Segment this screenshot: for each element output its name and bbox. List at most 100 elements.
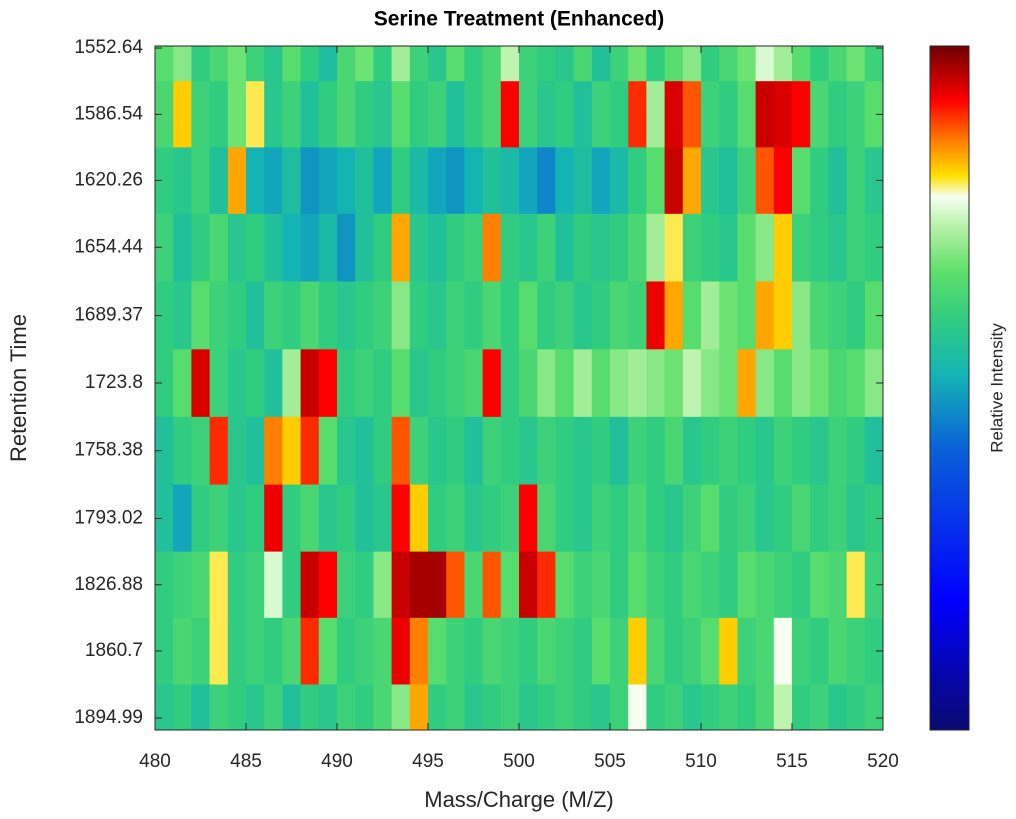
heatmap-cell [682, 617, 702, 685]
heatmap-cell [246, 213, 265, 282]
heatmap-cell [664, 46, 684, 82]
heatmap-cell [646, 147, 666, 215]
heatmap-cell [701, 46, 720, 82]
heatmap-cell [227, 684, 247, 731]
heatmap-cell [209, 416, 229, 486]
heatmap-cell [428, 213, 447, 282]
heatmap-cell [355, 551, 374, 619]
heatmap-cell [482, 349, 502, 418]
heatmap-cell [846, 684, 866, 731]
heatmap-cell [719, 349, 738, 418]
heatmap-cell [519, 551, 538, 619]
heatmap-cell [555, 81, 575, 148]
heatmap-cell [318, 349, 338, 418]
heatmap-cell [446, 349, 465, 418]
heatmap-cell [555, 213, 575, 282]
heatmap-cell [610, 46, 629, 82]
heatmap-cell [373, 684, 393, 731]
heatmap-cell [227, 416, 247, 486]
heatmap-cell [428, 281, 447, 350]
heatmap-cell [300, 416, 320, 486]
heatmap-cell [610, 213, 629, 282]
heatmap-cell [537, 416, 556, 486]
heatmap-cell [191, 46, 211, 82]
heatmap-cell [409, 81, 429, 148]
heatmap-cell [300, 46, 320, 82]
heatmap-cell [664, 617, 684, 685]
heatmap-cell [355, 416, 374, 486]
heatmap-cell [428, 349, 447, 418]
heatmap-cell [828, 281, 848, 350]
heatmap-cell [591, 81, 611, 148]
heatmap-cell [755, 81, 775, 148]
heatmap-cell [755, 551, 775, 619]
heatmap-cell [337, 684, 356, 731]
heatmap-cell [428, 684, 447, 731]
heatmap-cell [864, 349, 884, 418]
heatmap-cell [155, 46, 174, 82]
heatmap-cell [628, 416, 647, 486]
heatmap-cell [628, 281, 647, 350]
heatmap-cell [646, 684, 666, 731]
heatmap-cell [409, 416, 429, 486]
heatmap-cell [555, 617, 575, 685]
heatmap-cell [391, 551, 411, 619]
heatmap-cell [755, 684, 775, 731]
heatmap-cell [828, 551, 848, 619]
heatmap-cell [810, 349, 829, 418]
heatmap-cell [646, 416, 666, 486]
heatmap-cell [337, 147, 356, 215]
heatmap-cell [519, 484, 538, 553]
heatmap-cell [209, 484, 229, 553]
heatmap-cell [701, 551, 720, 619]
heatmap-cell [482, 281, 502, 350]
heatmap-cell [591, 281, 611, 350]
heatmap-cell [519, 147, 538, 215]
heatmap-cell [246, 81, 265, 148]
heatmap-cell [264, 617, 283, 685]
heatmap-cell [591, 617, 611, 685]
heatmap-cell [391, 484, 411, 553]
y-tick-label: 1860.7 [85, 640, 143, 661]
heatmap-cell [828, 349, 848, 418]
heatmap-cell [173, 281, 192, 350]
heatmap-cell [355, 81, 374, 148]
heatmap-cell [846, 46, 866, 82]
heatmap-cell [482, 46, 502, 82]
heatmap-cell [719, 484, 738, 553]
heatmap-cell [337, 81, 356, 148]
heatmap-cell [173, 484, 192, 553]
heatmap-cell [664, 551, 684, 619]
heatmap-cell [737, 617, 757, 685]
heatmap-cell [792, 551, 811, 619]
heatmap-cell [409, 617, 429, 685]
heatmap-cell [628, 551, 647, 619]
heatmap-cell [446, 484, 465, 553]
heatmap-cell [264, 46, 283, 82]
heatmap-cell [628, 46, 647, 82]
heatmap-cell [664, 484, 684, 553]
heatmap-cell [300, 349, 320, 418]
heatmap-cell [227, 484, 247, 553]
heatmap-cell [792, 684, 811, 731]
heatmap-cell [628, 684, 647, 731]
heatmap-cell [428, 617, 447, 685]
heatmap-cell [755, 213, 775, 282]
y-tick-label: 1654.44 [74, 236, 143, 257]
heatmap-cell [300, 684, 320, 731]
heatmap-cell [755, 46, 775, 82]
heatmap-cell [318, 617, 338, 685]
heatmap-cell [500, 551, 520, 619]
heatmap-cell [282, 349, 302, 418]
heatmap-cell [610, 281, 629, 350]
heatmap-cell [737, 213, 757, 282]
heatmap-cell [628, 147, 647, 215]
heatmap-cell [591, 349, 611, 418]
heatmap-cell [701, 349, 720, 418]
heatmap-cell [155, 684, 174, 731]
heatmap-cell [464, 147, 484, 215]
heatmap-cell [537, 551, 556, 619]
heatmap-cell [355, 684, 374, 731]
heatmap-cell [737, 416, 757, 486]
heatmap-cell [664, 281, 684, 350]
